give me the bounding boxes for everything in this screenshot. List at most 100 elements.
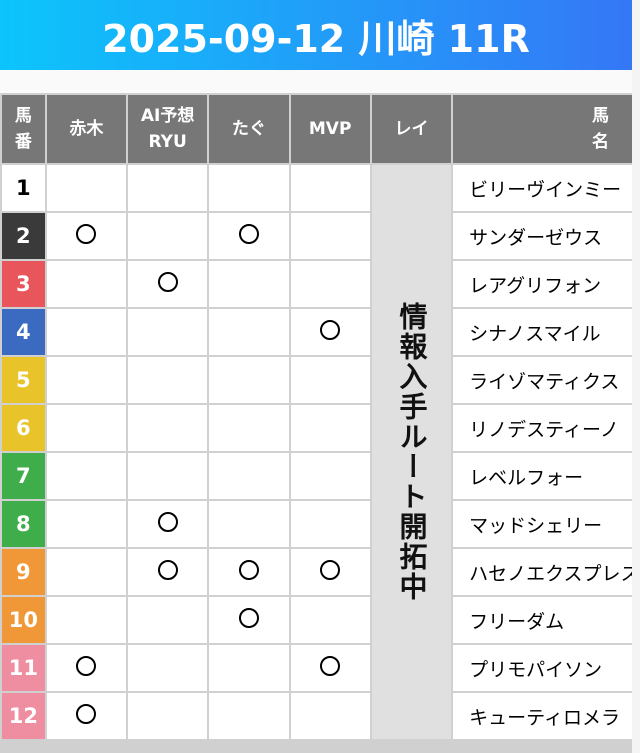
circle-mark-icon xyxy=(320,655,341,676)
table-row: 12 キューティロメラ xyxy=(2,693,632,739)
pick-cell-tagu xyxy=(209,453,289,499)
horse-name: マッドシェリー xyxy=(453,501,632,547)
horse-number: 2 xyxy=(2,213,45,259)
pick-cell-mvp xyxy=(290,309,370,355)
header-row: 馬番 赤木 AI予想 RYU たぐ MVP レイ 馬名 xyxy=(2,95,632,163)
horse-name: リノデスティーノ xyxy=(453,405,632,451)
horse-number: 8 xyxy=(2,501,45,547)
pick-cell-akagi xyxy=(46,357,126,403)
pick-cell-mvp xyxy=(290,405,370,451)
horse-name: レベルフォー xyxy=(453,453,632,499)
horse-name: キューティロメラ xyxy=(453,693,632,739)
horse-name: プリモパイソン xyxy=(453,645,632,691)
circle-mark-icon xyxy=(238,607,259,628)
pick-cell-tagu xyxy=(209,645,289,691)
header-number: 馬番 xyxy=(2,95,45,163)
pick-cell-akagi xyxy=(46,645,126,691)
table-row: 7 レベルフォー xyxy=(2,453,632,499)
horse-name: レアグリフォン xyxy=(453,261,632,307)
header-label: RYU xyxy=(148,132,187,152)
table-row: 6 リノデスティーノ xyxy=(2,405,632,451)
pick-cell-akagi xyxy=(46,597,126,643)
header-label: 名 xyxy=(592,132,610,152)
pick-cell-ai xyxy=(127,357,208,403)
race-title-banner: 2025-09-12 川崎 11R xyxy=(0,0,632,70)
header-label: 赤木 xyxy=(69,119,104,139)
pick-cell-tagu xyxy=(209,501,289,547)
pick-cell-mvp xyxy=(290,213,370,259)
table-row: 3 レアグリフォン xyxy=(2,261,632,307)
pick-cell-akagi xyxy=(46,261,126,307)
pick-cell-mvp xyxy=(290,549,370,595)
header-label: AI予想 xyxy=(140,106,195,126)
horse-number: 4 xyxy=(2,309,45,355)
circle-mark-icon xyxy=(157,559,178,580)
table-row: 4 シナノスマイル xyxy=(2,309,632,355)
horse-number: 7 xyxy=(2,453,45,499)
pick-cell-akagi xyxy=(46,501,126,547)
circle-mark-icon xyxy=(76,655,97,676)
pick-cell-akagi xyxy=(46,405,126,451)
spacer xyxy=(0,70,632,95)
pick-cell-mvp xyxy=(290,357,370,403)
pick-cell-akagi xyxy=(46,165,126,211)
pick-cell-tagu xyxy=(209,213,289,259)
pick-cell-tagu xyxy=(209,693,289,739)
circle-mark-icon xyxy=(157,271,178,292)
rei-note-text: 情報入手ルート開拓中 xyxy=(395,302,429,602)
pick-cell-ai xyxy=(127,501,208,547)
pick-cell-akagi xyxy=(46,549,126,595)
table-row: 8 マッドシェリー xyxy=(2,501,632,547)
pick-cell-mvp xyxy=(290,501,370,547)
pick-cell-ai xyxy=(127,165,208,211)
pick-cell-ai xyxy=(127,309,208,355)
pick-cell-akagi xyxy=(46,309,126,355)
pick-cell-tagu xyxy=(209,405,289,451)
pick-cell-ai xyxy=(127,453,208,499)
header-rei: レイ xyxy=(371,95,452,163)
pick-cell-mvp xyxy=(290,645,370,691)
pick-cell-mvp xyxy=(290,693,370,739)
header-label: MVP xyxy=(308,119,352,139)
pick-cell-tagu xyxy=(209,357,289,403)
horse-number: 11 xyxy=(2,645,45,691)
pick-cell-mvp xyxy=(290,597,370,643)
pick-cell-mvp xyxy=(290,261,370,307)
pick-cell-ai xyxy=(127,405,208,451)
circle-mark-icon xyxy=(238,559,259,580)
pick-cell-tagu xyxy=(209,597,289,643)
header-label: たぐ xyxy=(231,119,266,139)
pick-cell-ai xyxy=(127,597,208,643)
horse-number: 1 xyxy=(2,165,45,211)
horse-number: 6 xyxy=(2,405,45,451)
table-row: 1 情報入手ルート開拓中 ビリーヴインミー xyxy=(2,165,632,739)
table-row: 2 サンダーゼウス xyxy=(2,213,632,259)
header-label: 馬 xyxy=(592,106,610,126)
pick-cell-mvp xyxy=(290,165,370,211)
rei-column-note: 情報入手ルート開拓中 xyxy=(371,165,452,739)
horse-name: サンダーゼウス xyxy=(453,213,632,259)
circle-mark-icon xyxy=(76,703,97,724)
horse-name: フリーダム xyxy=(453,597,632,643)
circle-mark-icon xyxy=(320,559,341,580)
pick-cell-tagu xyxy=(209,165,289,211)
pick-cell-akagi xyxy=(46,693,126,739)
pick-cell-mvp xyxy=(290,453,370,499)
table-row: 10 フリーダム xyxy=(2,597,632,643)
table-row: 5 ライゾマティクス xyxy=(2,357,632,403)
prediction-table-container: 馬番 赤木 AI予想 RYU たぐ MVP レイ 馬名 1 情報入手ルート開拓中 ビリーヴインミー… xyxy=(0,93,632,753)
pick-cell-tagu xyxy=(209,549,289,595)
header-label: 馬 xyxy=(14,106,32,126)
pick-cell-tagu xyxy=(209,309,289,355)
pick-cell-akagi xyxy=(46,453,126,499)
pick-cell-tagu xyxy=(209,261,289,307)
horse-name: シナノスマイル xyxy=(453,309,632,355)
header-akagi: 赤木 xyxy=(46,95,126,163)
table-row: 11 プリモパイソン xyxy=(2,645,632,691)
header-ai-ryu: AI予想 RYU xyxy=(127,95,208,163)
pick-cell-ai xyxy=(127,645,208,691)
prediction-table: 馬番 赤木 AI予想 RYU たぐ MVP レイ 馬名 1 情報入手ルート開拓中 ビリーヴインミー… xyxy=(0,93,632,741)
horse-number: 12 xyxy=(2,693,45,739)
race-title: 2025-09-12 川崎 11R xyxy=(102,16,530,61)
circle-mark-icon xyxy=(76,223,97,244)
